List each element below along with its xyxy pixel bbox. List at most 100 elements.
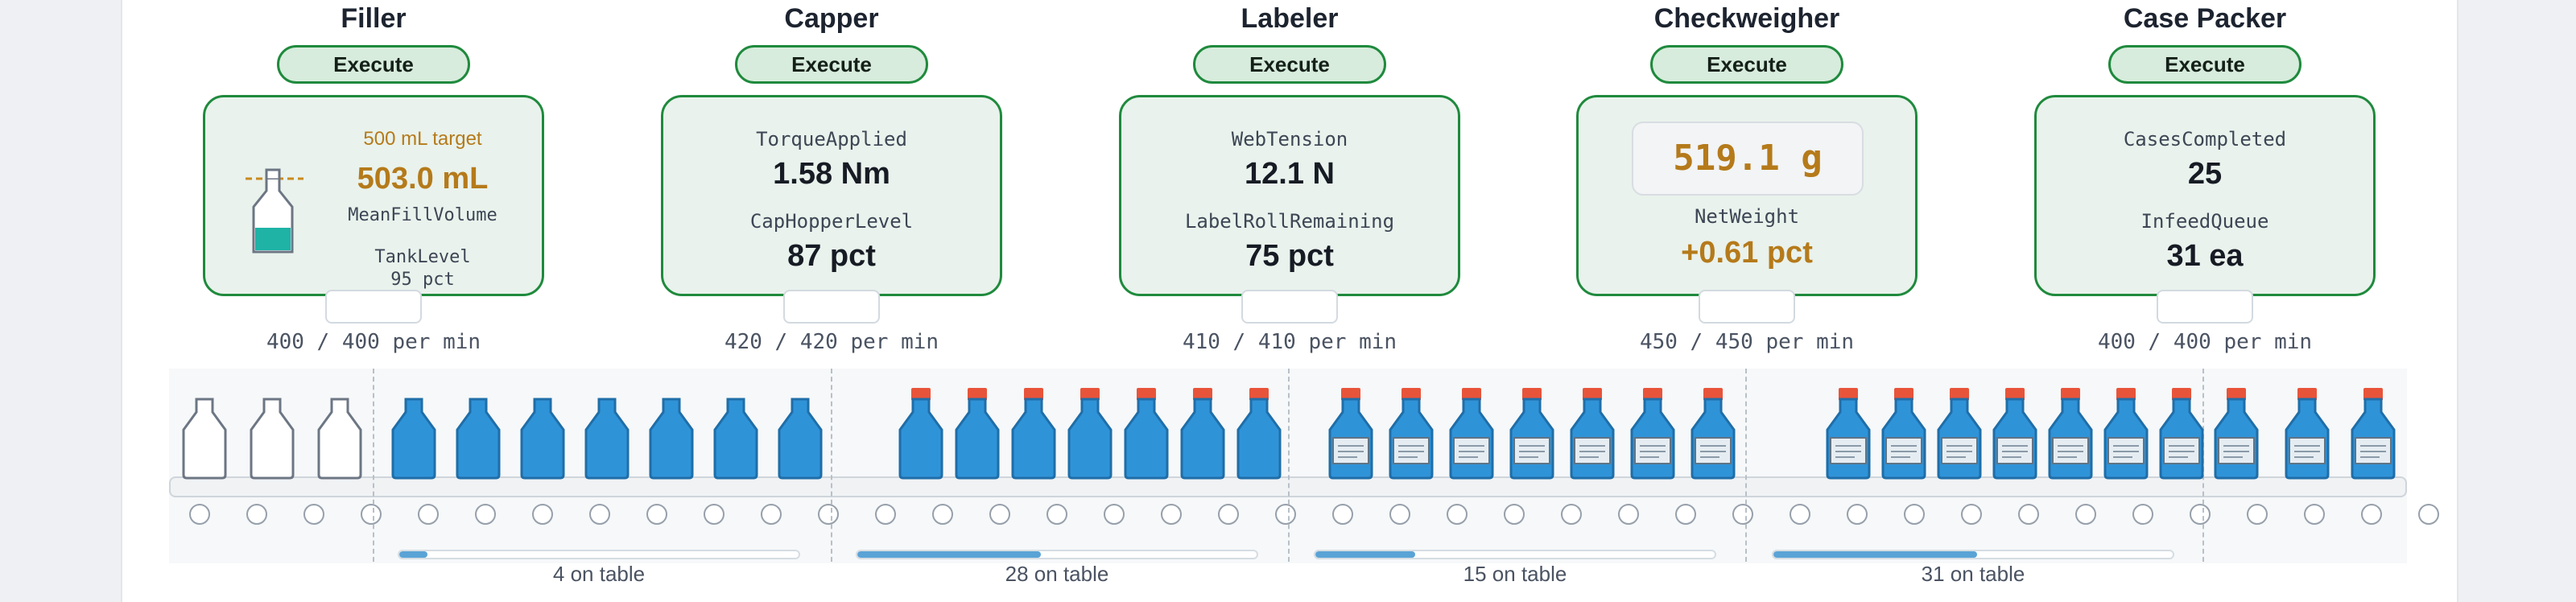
execute-button[interactable]: Execute bbox=[1193, 45, 1386, 84]
conveyor-roller bbox=[1046, 504, 1067, 525]
conveyor-roller bbox=[932, 504, 953, 525]
labeled-bottle bbox=[1934, 388, 1985, 484]
station-rate: 400 / 400 per min bbox=[2097, 330, 2313, 354]
conveyor-roller bbox=[646, 504, 667, 525]
empty-bottle bbox=[246, 388, 298, 484]
capped-bottle bbox=[895, 388, 947, 484]
buffer-label: 31 on table bbox=[1921, 562, 2025, 586]
conveyor-roller bbox=[2361, 504, 2382, 525]
conveyor-roller bbox=[2190, 504, 2211, 525]
buffer-progress bbox=[1314, 550, 1716, 559]
station-rate: 400 / 400 per min bbox=[266, 330, 481, 354]
station-name: Checkweigher bbox=[1653, 3, 1840, 34]
empty-bottle bbox=[314, 388, 365, 484]
buffer-fill bbox=[1315, 551, 1415, 558]
conveyor-roller bbox=[1904, 504, 1925, 525]
conveyor-roller bbox=[418, 504, 439, 525]
labeled-bottle bbox=[1687, 388, 1739, 484]
torque-value: 1.58 Nm bbox=[773, 157, 890, 191]
tank-level-label: TankLevel bbox=[374, 247, 471, 267]
cases-completed-value: 25 bbox=[2187, 157, 2223, 191]
labeled-bottle bbox=[1506, 388, 1558, 484]
labeled-bottle bbox=[1627, 388, 1678, 484]
weight-display: 519.1 g bbox=[1632, 122, 1864, 196]
capped-bottle bbox=[1064, 388, 1116, 484]
labeled-bottle bbox=[1385, 388, 1437, 484]
buffer-label: 28 on table bbox=[1005, 562, 1109, 586]
tank-bottle-icon bbox=[246, 168, 303, 254]
station-card: TorqueApplied 1.58 Nm CapHopperLevel 87 … bbox=[661, 95, 1002, 296]
conveyor-roller bbox=[1618, 504, 1639, 525]
fill-volume-value: 503.0 mL bbox=[357, 162, 489, 196]
zone-divider bbox=[373, 369, 374, 562]
capped-bottle bbox=[952, 388, 1003, 484]
conveyor-roller bbox=[1389, 504, 1410, 525]
conveyor-roller bbox=[1332, 504, 1353, 525]
filled-bottle bbox=[646, 388, 697, 484]
infeed-queue-value: 31 ea bbox=[2166, 239, 2244, 273]
zone-divider bbox=[831, 369, 832, 562]
hopper-value: 87 pct bbox=[787, 239, 876, 273]
conveyor-roller bbox=[246, 504, 267, 525]
station-card: WebTension 12.1 N LabelRollRemaining 75 … bbox=[1119, 95, 1460, 296]
tank-level-value: 95 pct bbox=[390, 270, 455, 290]
filled-bottle bbox=[517, 388, 568, 484]
empty-bottle bbox=[179, 388, 230, 484]
conveyor-roller bbox=[1447, 504, 1468, 525]
labeled-bottle bbox=[2156, 388, 2207, 484]
web-tension-label: WebTension bbox=[1231, 128, 1348, 150]
zone-divider bbox=[1288, 369, 1290, 562]
station-rate: 410 / 410 per min bbox=[1182, 330, 1397, 354]
conveyor-roller bbox=[303, 504, 324, 525]
conveyor-roller bbox=[1961, 504, 1982, 525]
filled-bottle bbox=[388, 388, 440, 484]
label-roll-label: LabelRollRemaining bbox=[1184, 210, 1395, 233]
station-tab bbox=[325, 290, 422, 324]
buffer-fill bbox=[857, 551, 1042, 558]
conveyor-roller bbox=[1504, 504, 1525, 525]
filled-bottle bbox=[452, 388, 504, 484]
capped-bottle bbox=[1177, 388, 1228, 484]
conveyor-roller bbox=[2418, 504, 2439, 525]
fill-target: 500 mL target bbox=[363, 128, 482, 150]
station-card: CasesCompleted 25 InfeedQueue 31 ea bbox=[2034, 95, 2376, 296]
station-card: 500 mL target 503.0 mL MeanFillVolume Ta… bbox=[203, 95, 544, 296]
station-rate: 450 / 450 per min bbox=[1639, 330, 1855, 354]
filled-bottle bbox=[581, 388, 633, 484]
station-name: Capper bbox=[784, 3, 879, 34]
labeled-bottle bbox=[2347, 388, 2399, 484]
conveyor-roller bbox=[989, 504, 1010, 525]
execute-button[interactable]: Execute bbox=[2108, 45, 2301, 84]
conveyor-roller bbox=[818, 504, 839, 525]
labeled-bottle bbox=[1446, 388, 1497, 484]
execute-button[interactable]: Execute bbox=[735, 45, 928, 84]
net-weight-label: NetWeight bbox=[1694, 205, 1800, 228]
conveyor-roller bbox=[361, 504, 382, 525]
conveyor-roller bbox=[589, 504, 610, 525]
conveyor-roller bbox=[2132, 504, 2153, 525]
buffer-fill bbox=[399, 551, 427, 558]
station-tab bbox=[2157, 290, 2253, 324]
conveyor-roller bbox=[1790, 504, 1810, 525]
execute-button[interactable]: Execute bbox=[1650, 45, 1843, 84]
labeled-bottle bbox=[2281, 388, 2333, 484]
conveyor-roller bbox=[704, 504, 724, 525]
conveyor-roller bbox=[189, 504, 210, 525]
execute-button[interactable]: Execute bbox=[277, 45, 470, 84]
buffer-label: 4 on table bbox=[552, 562, 646, 586]
conveyor-roller bbox=[2247, 504, 2268, 525]
zone-divider bbox=[1745, 369, 1747, 562]
labeled-bottle bbox=[1878, 388, 1930, 484]
label-roll-value: 75 pct bbox=[1245, 239, 1334, 273]
capped-bottle bbox=[1121, 388, 1172, 484]
labeled-bottle bbox=[2211, 388, 2262, 484]
buffer-progress bbox=[856, 550, 1258, 559]
buffer-label: 15 on table bbox=[1463, 562, 1567, 586]
conveyor-roller bbox=[761, 504, 782, 525]
conveyor-roller bbox=[475, 504, 496, 525]
buffer-fill bbox=[1773, 551, 1977, 558]
labeled-bottle bbox=[1823, 388, 1874, 484]
conveyor-roller bbox=[875, 504, 896, 525]
filled-bottle bbox=[774, 388, 826, 484]
net-weight-value: +0.61 pct bbox=[1681, 236, 1813, 270]
